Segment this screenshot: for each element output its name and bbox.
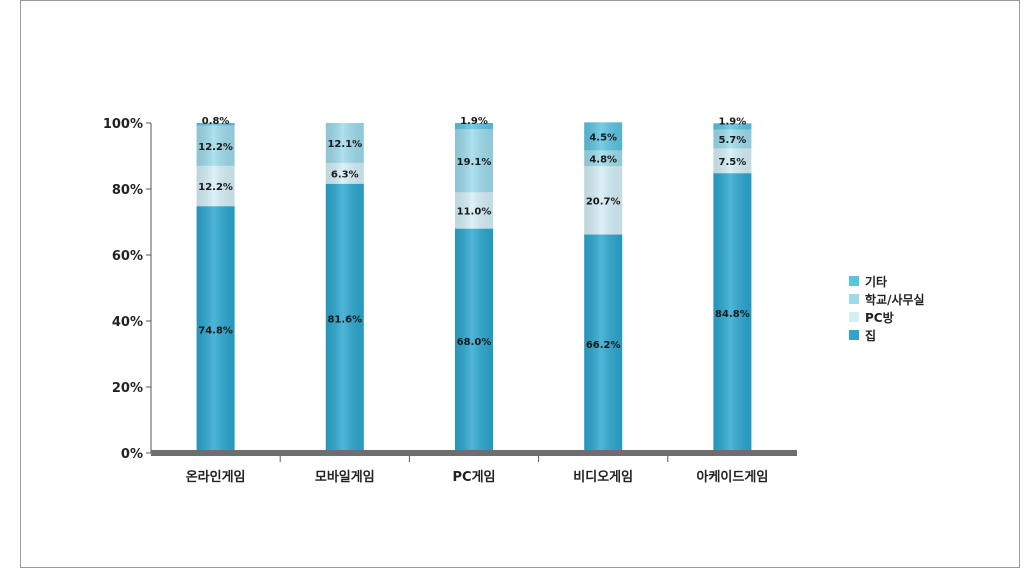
bars: 74.8% 12.2% 12.2% 0.8% 81.6% 6.3% 12.1% 68.0% 11…: [196, 116, 752, 453]
stacked-bar-chart: 0% 20% 40% 60% 80% 100% 74.8% 12.2% 12.2% 0.8% 81…: [103, 116, 925, 485]
x-category-label: 모바일게임: [315, 469, 375, 485]
bar-segment-shading: [584, 150, 623, 167]
bar-segment-shading: [325, 183, 364, 453]
data-label: 74.8%: [198, 326, 233, 337]
bar-segment-shading: [325, 162, 364, 184]
y-tick-label: 80%: [112, 183, 143, 198]
bar-segment-shading: [584, 166, 623, 235]
bar-segment-shading: [196, 165, 235, 207]
y-axis: 0% 20% 40% 60% 80% 100%: [103, 117, 152, 462]
bar-segment-shading: [455, 228, 493, 453]
bar-segment-shading: [196, 125, 235, 166]
bar-segment-shading: [584, 234, 623, 453]
bar-segment-shading: [713, 123, 752, 130]
data-label: 66.2%: [586, 340, 621, 351]
legend-label: 집: [865, 328, 876, 343]
legend-swatch: [849, 330, 859, 340]
bar-segment-shading: [713, 173, 752, 453]
data-label: 5.7%: [719, 135, 747, 146]
y-tick-label: 60%: [112, 249, 143, 264]
data-label: 84.8%: [715, 309, 750, 320]
x-category-label: 비디오게임: [573, 469, 633, 485]
bar-segment-shading: [584, 122, 623, 151]
data-label: 12.2%: [198, 182, 233, 193]
data-label: 0.8%: [202, 116, 230, 127]
bar-segment-shading: [196, 206, 235, 453]
data-label: 68.0%: [457, 337, 492, 348]
bar-segment-shading: [455, 129, 493, 193]
data-label: 7.5%: [719, 157, 747, 168]
legend-label: PC방: [865, 310, 894, 325]
legend-swatch: [849, 276, 859, 286]
y-tick-label: 0%: [121, 447, 143, 462]
bar-segment-shading: [713, 148, 752, 174]
data-label: 19.1%: [457, 157, 492, 168]
bar-segment-shading: [196, 123, 235, 126]
chart-frame: 0% 20% 40% 60% 80% 100% 74.8% 12.2% 12.2% 0.8% 81…: [20, 0, 1020, 568]
data-label: 1.9%: [719, 116, 747, 127]
legend-label: 기타: [865, 274, 887, 289]
legend-label: 학교/사무실: [865, 292, 925, 307]
data-label: 20.7%: [586, 196, 621, 207]
data-label: 11.0%: [457, 206, 492, 217]
data-label: 12.2%: [198, 142, 233, 153]
data-label: 12.1%: [327, 139, 362, 150]
bar-segment-shading: [325, 123, 364, 163]
x-category-label: 아케이드게임: [697, 469, 769, 485]
data-label: 6.3%: [331, 169, 359, 180]
bar-segment-shading: [455, 123, 493, 130]
data-label: 81.6%: [327, 314, 362, 325]
x-category-label: 온라인게임: [186, 469, 246, 485]
legend-swatch: [849, 294, 859, 304]
y-tick-label: 40%: [112, 315, 143, 330]
bar-segment-shading: [713, 129, 752, 149]
data-label: 1.9%: [460, 116, 488, 127]
bar-segment-shading: [455, 192, 493, 229]
legend-swatch: [849, 312, 859, 322]
y-tick-label: 100%: [103, 117, 143, 132]
x-axis-line: [151, 450, 797, 456]
data-label: 4.5%: [589, 132, 617, 143]
data-label: 4.8%: [589, 154, 617, 165]
x-axis: 온라인게임 모바일게임 PC게임 비디오게임 아케이드게임: [151, 450, 797, 485]
x-category-label: PC게임: [453, 470, 496, 485]
y-tick-label: 20%: [112, 381, 143, 396]
